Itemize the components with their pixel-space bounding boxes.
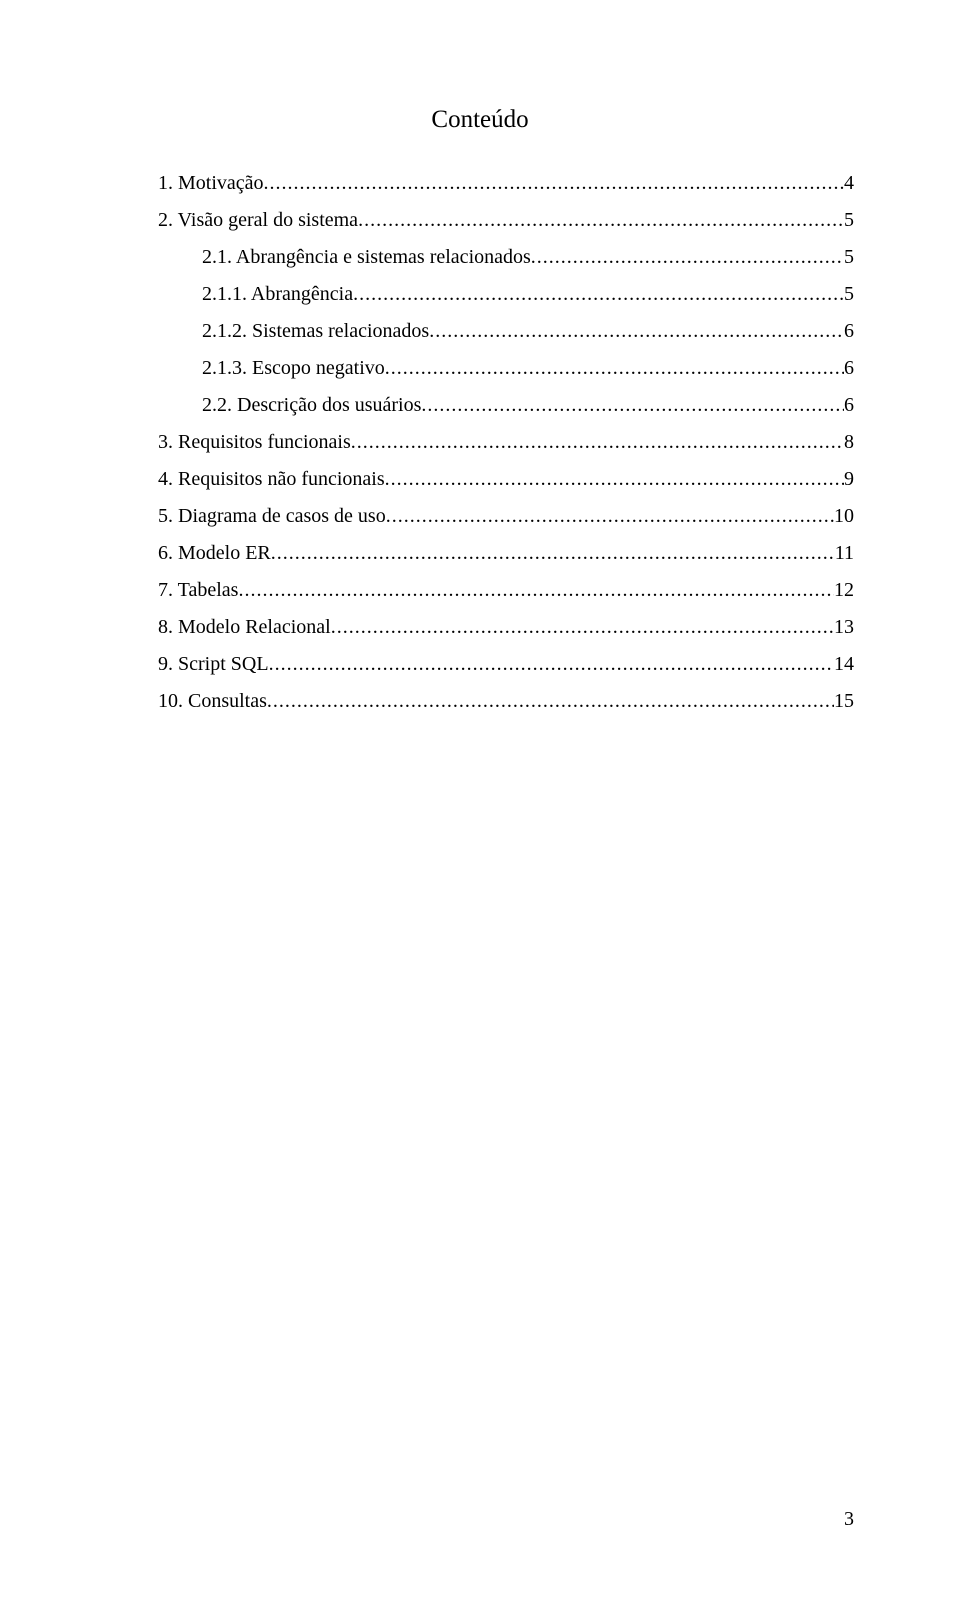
toc-entry-label: 10. Consultas bbox=[158, 690, 267, 713]
toc-entry-label: 2. Visão geral do sistema bbox=[158, 209, 358, 232]
toc-leader-dots bbox=[385, 468, 844, 491]
page-title: Conteúdo bbox=[106, 106, 854, 134]
toc-entry: 7. Tabelas 12 bbox=[158, 579, 854, 602]
toc-leader-dots bbox=[353, 283, 844, 306]
toc-entry-label: 5. Diagrama de casos de uso bbox=[158, 505, 386, 528]
toc-entry: 2. Visão geral do sistema 5 bbox=[158, 209, 854, 232]
toc-leader-dots bbox=[429, 320, 844, 343]
toc-entry-page: 6 bbox=[844, 394, 854, 417]
toc-entry: 9. Script SQL 14 bbox=[158, 653, 854, 676]
toc-entry-label: 2.1.2. Sistemas relacionados bbox=[202, 320, 429, 343]
toc-entry: 3. Requisitos funcionais 8 bbox=[158, 431, 854, 454]
toc-entry: 5. Diagrama de casos de uso 10 bbox=[158, 505, 854, 528]
toc-leader-dots bbox=[238, 579, 834, 602]
toc-leader-dots bbox=[531, 246, 844, 269]
toc-leader-dots bbox=[351, 431, 844, 454]
toc-entry-page: 5 bbox=[844, 246, 854, 269]
toc-entry-page: 12 bbox=[834, 579, 854, 602]
toc-entry: 6. Modelo ER 11 bbox=[158, 542, 854, 565]
toc-entry-label: 1. Motivação bbox=[158, 172, 264, 195]
toc-entry-page: 11 bbox=[835, 542, 854, 565]
toc-entry-page: 9 bbox=[844, 468, 854, 491]
toc-entry: 10. Consultas 15 bbox=[158, 690, 854, 713]
toc-entry: 2.1.2. Sistemas relacionados 6 bbox=[158, 320, 854, 343]
toc-entry: 2.1.1. Abrangência 5 bbox=[158, 283, 854, 306]
toc-leader-dots bbox=[358, 209, 844, 232]
page-number: 3 bbox=[844, 1508, 854, 1531]
toc-entry-page: 5 bbox=[844, 283, 854, 306]
toc-entry: 4. Requisitos não funcionais 9 bbox=[158, 468, 854, 491]
toc-entry-page: 5 bbox=[844, 209, 854, 232]
toc-entry-page: 10 bbox=[834, 505, 854, 528]
toc-leader-dots bbox=[269, 653, 834, 676]
toc-entry-label: 2.1.3. Escopo negativo bbox=[202, 357, 385, 380]
table-of-contents: 1. Motivação42. Visão geral do sistema52… bbox=[158, 172, 854, 713]
toc-entry-label: 2.1. Abrangência e sistemas relacionados bbox=[202, 246, 531, 269]
toc-entry-page: 4 bbox=[844, 172, 854, 195]
toc-entry-page: 15 bbox=[834, 690, 854, 713]
toc-entry: 1. Motivação 4 bbox=[158, 172, 854, 195]
toc-leader-dots bbox=[421, 394, 844, 417]
toc-entry-page: 6 bbox=[844, 357, 854, 380]
toc-entry: 2.2. Descrição dos usuários 6 bbox=[158, 394, 854, 417]
toc-entry-label: 2.2. Descrição dos usuários bbox=[202, 394, 421, 417]
toc-entry-page: 13 bbox=[834, 616, 854, 639]
toc-leader-dots bbox=[271, 542, 835, 565]
toc-entry-page: 14 bbox=[834, 653, 854, 676]
toc-leader-dots bbox=[267, 690, 834, 713]
toc-entry-label: 2.1.1. Abrangência bbox=[202, 283, 353, 306]
toc-entry: 8. Modelo Relacional 13 bbox=[158, 616, 854, 639]
toc-entry-label: 9. Script SQL bbox=[158, 653, 269, 676]
toc-entry-label: 4. Requisitos não funcionais bbox=[158, 468, 385, 491]
toc-entry-label: 3. Requisitos funcionais bbox=[158, 431, 351, 454]
toc-entry-label: 8. Modelo Relacional bbox=[158, 616, 331, 639]
toc-entry-label: 7. Tabelas bbox=[158, 579, 238, 602]
toc-leader-dots bbox=[264, 172, 844, 195]
toc-leader-dots bbox=[386, 505, 834, 528]
toc-leader-dots bbox=[331, 616, 834, 639]
toc-entry-page: 6 bbox=[844, 320, 854, 343]
toc-entry-page: 8 bbox=[844, 431, 854, 454]
toc-entry: 2.1. Abrangência e sistemas relacionados… bbox=[158, 246, 854, 269]
toc-entry: 2.1.3. Escopo negativo 6 bbox=[158, 357, 854, 380]
toc-leader-dots bbox=[385, 357, 844, 380]
toc-entry-label: 6. Modelo ER bbox=[158, 542, 271, 565]
